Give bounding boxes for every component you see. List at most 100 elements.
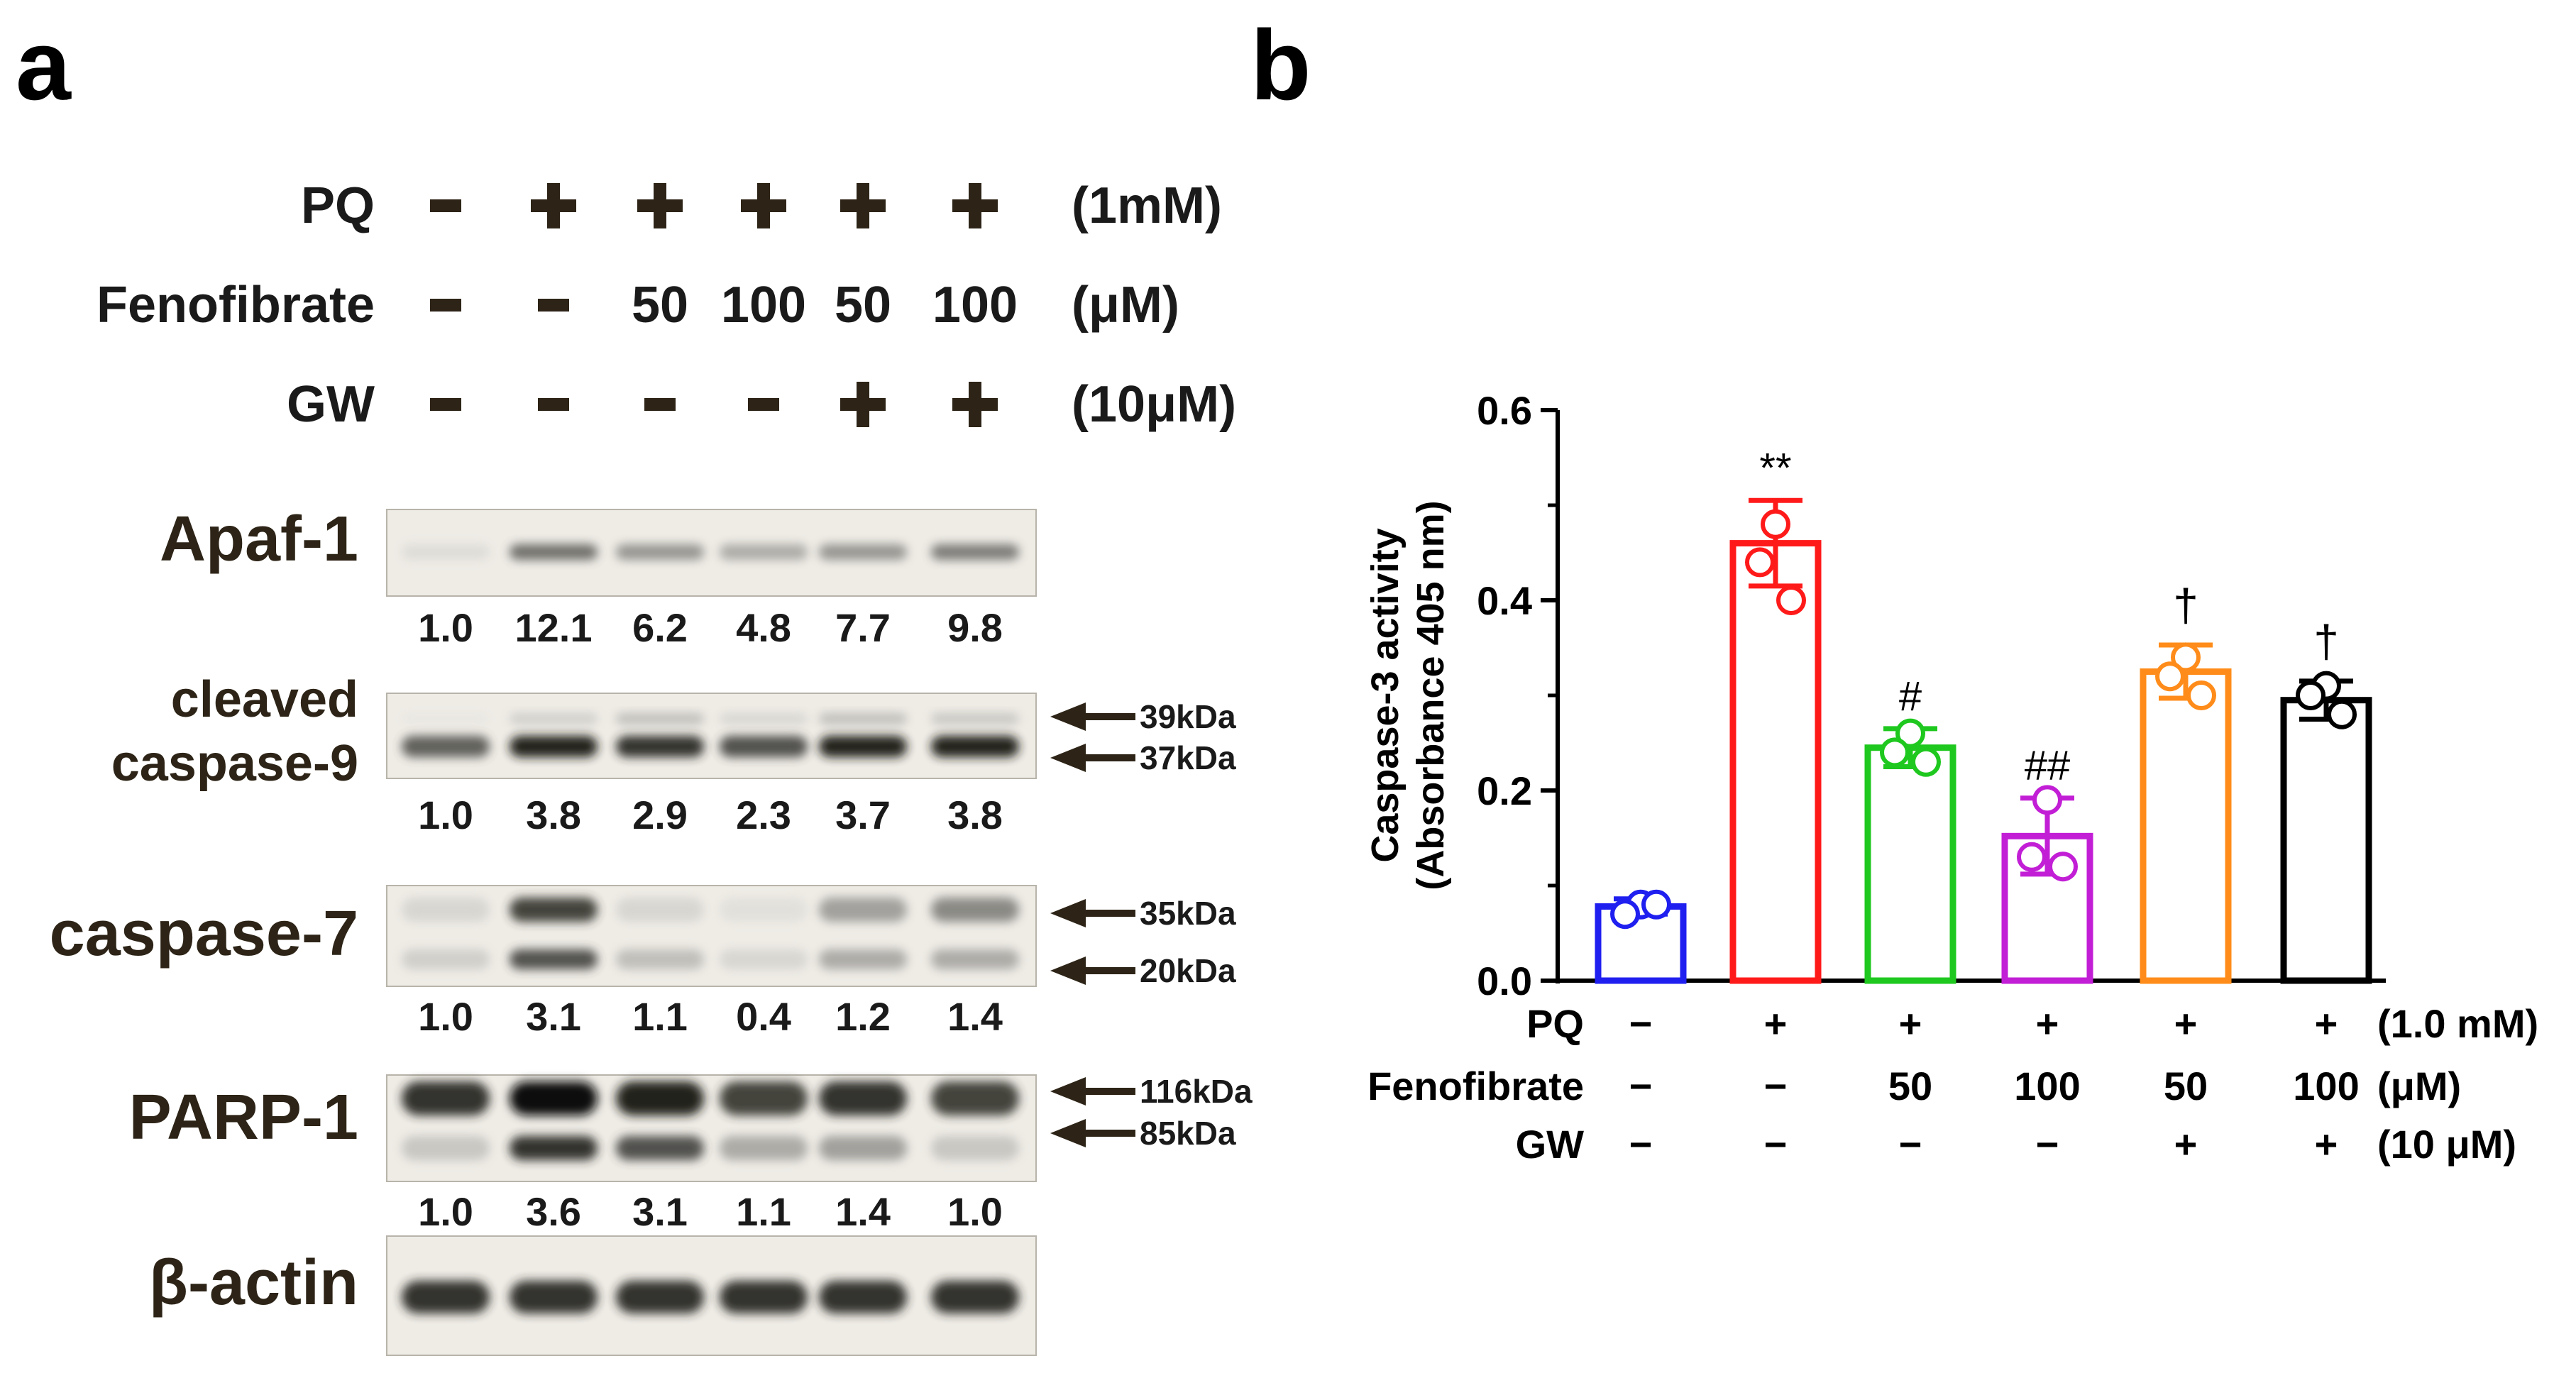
blot-cleaved-caspase-9: cleaved caspase-9 1.0 3.8 2.9 2.3 3.7 3.8 39kDa 3…	[111, 671, 1236, 837]
marker-arrow	[1050, 744, 1135, 772]
x-row-value: +	[1899, 1001, 1922, 1046]
blot-label: cleaved	[171, 671, 358, 728]
data-point	[1610, 899, 1640, 930]
blot-band	[931, 1081, 1019, 1115]
marker-arrow	[1050, 957, 1135, 985]
blot-band	[720, 1136, 808, 1160]
quant-value: 3.8	[947, 793, 1003, 837]
blot-band	[931, 1136, 1019, 1160]
dose-value: 100	[721, 277, 806, 334]
blot-label: Apaf-1	[160, 504, 358, 575]
data-point	[2171, 642, 2201, 673]
condition-label: PQ	[301, 177, 375, 234]
minus-sign	[538, 398, 569, 411]
minus-sign	[644, 398, 676, 411]
marker-label: 37kDa	[1140, 739, 1236, 776]
quant-value: 9.8	[947, 605, 1003, 650]
x-row-value: −	[1629, 1122, 1653, 1167]
dose-value: 50	[835, 277, 891, 334]
blot-band	[819, 713, 907, 724]
blot-band	[931, 949, 1019, 969]
bar-group: †	[2280, 616, 2372, 984]
blot-band	[402, 949, 490, 969]
x-row-value: +	[1764, 1001, 1788, 1046]
blot-band	[931, 736, 1019, 757]
data-point	[2155, 661, 2185, 692]
x-row-value: −	[1629, 1001, 1653, 1046]
quant-value: 3.8	[526, 793, 581, 837]
blot-label: β-actin	[149, 1247, 358, 1318]
quant-value: 3.6	[526, 1189, 581, 1234]
data-point	[1776, 585, 1806, 615]
plus-sign	[637, 183, 683, 228]
quant-value: 3.7	[835, 793, 891, 837]
blot-band	[402, 898, 490, 922]
quant-value: 1.0	[947, 1189, 1003, 1234]
bar-group: ##	[2001, 743, 2093, 984]
x-row-value: 100	[2014, 1064, 2080, 1108]
y-tick-label: 0.0	[1477, 959, 1532, 1003]
blot-band	[510, 1281, 598, 1313]
quant-value: 1.2	[835, 994, 891, 1039]
blot--actin: β-actin	[149, 1235, 1037, 1356]
blot-caspase-7: caspase-7 1.0 3.1 1.1 0.4 1.2 1.4 35kDa 20kDa	[50, 885, 1236, 1039]
minus-sign	[430, 199, 461, 212]
x-row-label: Fenofibrate	[1367, 1064, 1584, 1108]
blot-band	[931, 544, 1019, 560]
blot-band	[819, 1136, 907, 1160]
bar-group: #	[1864, 673, 1956, 984]
quant-value: 1.4	[947, 994, 1003, 1039]
blot-band	[819, 544, 907, 560]
blot-band	[720, 713, 808, 724]
blot-band	[720, 736, 808, 757]
plus-sign	[840, 382, 886, 427]
y-axis-label: Caspase-3 activity (Absorbance 405 nm)	[1364, 500, 1452, 890]
data-point	[2327, 699, 2357, 729]
x-row-value: +	[2036, 1001, 2059, 1046]
blot-label: caspase-7	[50, 898, 358, 969]
marker-label: 20kDa	[1140, 952, 1236, 989]
quant-value: 12.1	[515, 605, 593, 650]
blot-membrane	[386, 885, 1037, 987]
x-row-value: 100	[2293, 1064, 2359, 1108]
marker-label: 35kDa	[1140, 895, 1236, 932]
blot-label: PARP-1	[129, 1082, 358, 1153]
condition-unit: (10μM)	[1072, 376, 1236, 433]
x-row-value: −	[1899, 1122, 1922, 1167]
blot-band	[510, 1081, 598, 1115]
quant-value: 2.9	[632, 793, 688, 837]
blot-band	[510, 1136, 598, 1160]
y-tick-label: 0.4	[1477, 578, 1532, 623]
western-blot-panel: PQ (1mM) Fenofibrate 50 100 50 100 (μM) GW (10μM)…	[50, 177, 1253, 1356]
bar	[1864, 744, 1956, 984]
x-row-label: PQ	[1526, 1001, 1584, 1046]
blot-band	[931, 713, 1019, 724]
dose-value: 100	[932, 277, 1018, 334]
plus-sign	[952, 183, 998, 228]
blot-band	[819, 1281, 907, 1313]
blot-band	[510, 713, 598, 724]
quant-value: 6.2	[632, 605, 688, 650]
quant-value: 3.1	[526, 994, 581, 1039]
significance-mark: **	[1759, 445, 1791, 491]
x-row-label: GW	[1516, 1122, 1585, 1167]
bar-group: †	[2140, 580, 2232, 984]
data-point	[1761, 509, 1790, 539]
data-point	[1641, 889, 1671, 920]
blot-band	[616, 1136, 704, 1160]
blot-band	[616, 898, 704, 922]
blot-band	[402, 1081, 490, 1115]
blot-band	[720, 1081, 808, 1115]
blot-band	[931, 1281, 1019, 1313]
significance-mark: †	[2173, 580, 2198, 631]
condition-label: GW	[287, 376, 375, 433]
x-row-value: −	[1764, 1122, 1788, 1167]
blot-band	[819, 898, 907, 922]
x-row-value: +	[2315, 1122, 2338, 1167]
quant-value: 7.7	[835, 605, 891, 650]
blot-band	[616, 1281, 704, 1313]
blot-band	[616, 736, 704, 757]
quant-value: 1.1	[736, 1189, 791, 1234]
x-row-value: −	[2036, 1122, 2059, 1167]
marker-arrow	[1050, 702, 1135, 731]
